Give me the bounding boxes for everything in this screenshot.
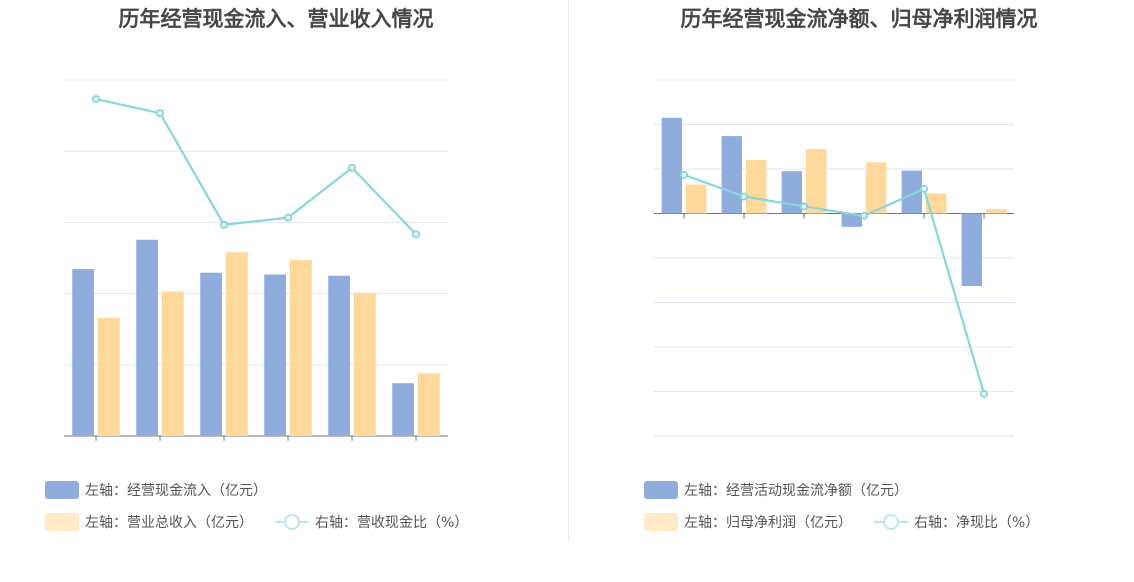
legend-line-marker	[284, 514, 300, 530]
chart-title: 历年经营现金流净额、归母净利润情况	[681, 7, 1038, 31]
legend-label: 左轴：经营现金流入（亿元）	[85, 483, 267, 499]
bar-primary	[721, 136, 742, 214]
chart-title: 历年经营现金流入、营业收入情况	[119, 7, 434, 31]
bar-primary	[264, 274, 286, 436]
line-point	[220, 220, 228, 229]
bar-secondary	[162, 291, 184, 436]
legend-label: 左轴：经营活动现金流净额（亿元）	[684, 483, 908, 499]
line-point	[348, 163, 356, 172]
legend-swatch	[45, 481, 79, 499]
line-point	[92, 94, 100, 103]
panel-divider	[568, 0, 569, 540]
line-point	[156, 109, 164, 118]
ratio-line	[683, 173, 986, 395]
bar-primary	[781, 171, 802, 214]
legend-label: 右轴：净现比（%）	[914, 515, 1039, 531]
line-point	[412, 230, 420, 239]
bar-secondary	[926, 193, 947, 214]
left-chart-svg: 历年经营现金流入、营业收入情况 左轴：经营现金流入（亿元） 左轴：营业总收入（亿元…	[45, 7, 468, 531]
bar-secondary	[686, 184, 707, 214]
bar-primary	[200, 272, 222, 436]
line-point	[284, 213, 292, 222]
bar-primary	[961, 213, 982, 287]
bar-secondary	[866, 162, 887, 214]
bar-primary	[136, 239, 158, 436]
bar-secondary	[98, 317, 120, 436]
line-point	[680, 170, 688, 179]
legend-label: 左轴：营业总收入（亿元）	[85, 515, 253, 531]
legend-line-marker	[883, 514, 899, 530]
right-chart-panel: 历年经营现金流净额、归母净利润情况 左轴：经营活动现金流净额（亿元） 左轴：归母净…	[568, 0, 1134, 582]
legend-label: 左轴：归母净利润（亿元）	[684, 514, 852, 531]
legend-swatch	[644, 481, 678, 499]
bar-secondary	[226, 252, 248, 436]
bar-primary	[392, 383, 414, 436]
right-chart-svg: 历年经营现金流净额、归母净利润情况 左轴：经营活动现金流净额（亿元） 左轴：归母净…	[644, 7, 1039, 531]
legend-swatch	[644, 513, 678, 531]
legend-label: 右轴：营收现金比（%）	[315, 515, 468, 531]
bar-secondary	[418, 373, 440, 436]
left-chart-panel: 历年经营现金流入、营业收入情况 左轴：经营现金流入（亿元） 左轴：营业总收入（亿元…	[45, 7, 468, 531]
line-point	[740, 192, 748, 201]
bar-primary	[328, 275, 350, 436]
bar-secondary	[290, 260, 312, 436]
line-point	[920, 184, 928, 193]
bar-primary	[661, 117, 682, 214]
bar-primary	[841, 213, 862, 227]
bar-secondary	[806, 148, 827, 214]
line-point	[860, 211, 868, 220]
bar-secondary	[986, 209, 1007, 214]
bar-secondary	[746, 160, 767, 214]
line-point	[800, 202, 808, 211]
bar-primary	[72, 269, 94, 436]
legend-swatch	[45, 513, 79, 531]
ratio-line	[95, 97, 417, 236]
bar-secondary	[354, 292, 376, 436]
line-point	[980, 389, 988, 398]
bar-primary	[901, 170, 922, 214]
